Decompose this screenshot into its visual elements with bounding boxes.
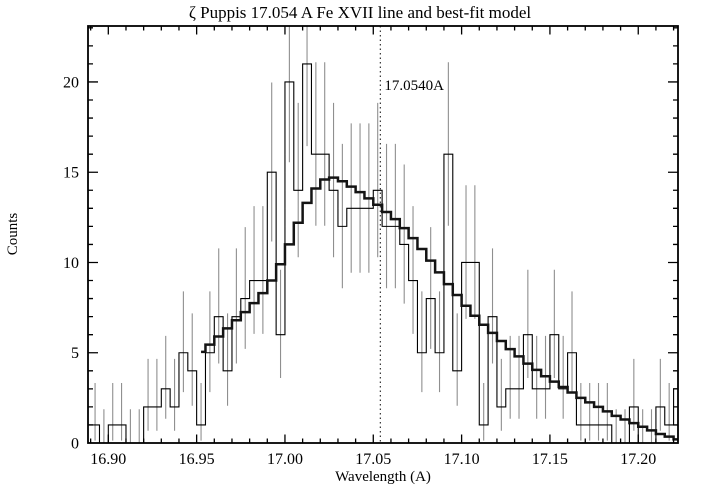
- y-tick-label: 20: [63, 74, 79, 91]
- y-tick-label: 5: [71, 345, 79, 362]
- model-curve: [201, 176, 678, 441]
- axis-frame: [87, 25, 679, 444]
- x-tick-label: 17.10: [444, 451, 480, 468]
- y-tick-labels: 0 5 10 15 20: [63, 74, 79, 452]
- chart-title: ζ Puppis 17.054 A Fe XVII line and best-…: [189, 3, 532, 22]
- x-tick-label: 16.95: [179, 451, 215, 468]
- tick-marks: [88, 26, 678, 443]
- y-tick-label: 15: [63, 165, 79, 182]
- rest-wavelength-annotation: 17.0540A: [384, 78, 444, 94]
- x-tick-label: 16.90: [90, 451, 126, 468]
- x-tick-label: 17.15: [532, 451, 568, 468]
- x-tick-label: 17.05: [355, 451, 391, 468]
- x-tick-label: 17.20: [620, 451, 656, 468]
- y-axis-label: Counts: [5, 213, 21, 256]
- x-axis-label: Wavelength (A): [335, 469, 431, 485]
- x-tick-labels: 16.90 16.95 17.00 17.05 17.10 17.15 17.20: [90, 451, 656, 468]
- y-tick-label: 0: [71, 436, 79, 453]
- x-tick-label: 17.00: [267, 451, 303, 468]
- y-tick-label: 10: [63, 255, 79, 272]
- axis-ticks: [88, 26, 678, 443]
- plot-border: [87, 25, 679, 444]
